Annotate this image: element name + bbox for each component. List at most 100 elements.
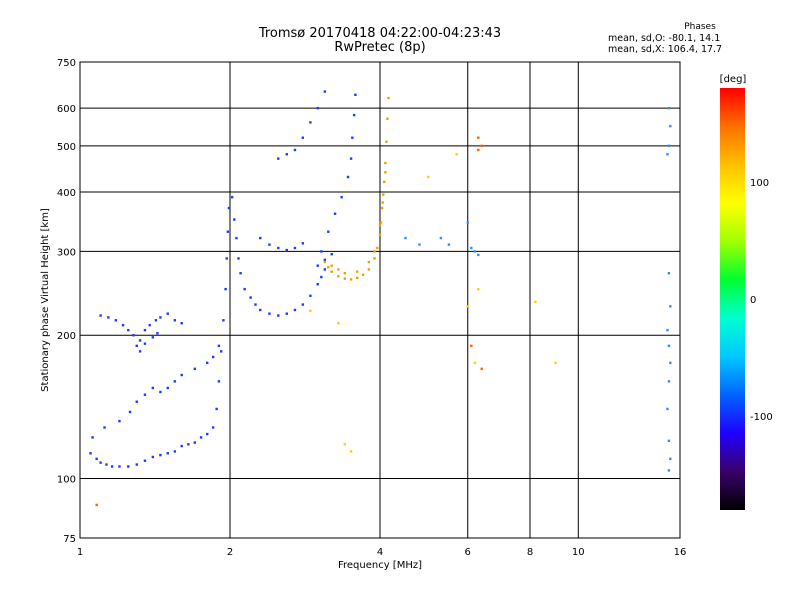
data-point bbox=[340, 195, 343, 199]
data-point bbox=[95, 457, 98, 461]
data-point bbox=[285, 153, 288, 156]
data-point bbox=[301, 303, 305, 306]
data-point bbox=[361, 273, 365, 276]
data-point bbox=[669, 305, 672, 308]
data-point bbox=[384, 161, 387, 165]
data-point bbox=[354, 93, 357, 96]
data-point bbox=[470, 344, 473, 348]
data-point bbox=[151, 455, 155, 459]
data-point bbox=[373, 250, 376, 253]
data-point bbox=[285, 248, 288, 252]
data-point bbox=[166, 312, 169, 315]
data-point bbox=[323, 90, 327, 93]
data-point bbox=[349, 157, 353, 160]
data-point bbox=[151, 336, 155, 339]
chart-subtitle: RwPretec (8p) bbox=[334, 40, 426, 55]
colorbar-tick-label: 100 bbox=[750, 178, 769, 189]
data-point bbox=[667, 272, 671, 275]
x-tick-label: 16 bbox=[674, 547, 687, 558]
data-point bbox=[309, 121, 312, 124]
data-point bbox=[309, 294, 312, 298]
data-point bbox=[477, 148, 480, 152]
data-point bbox=[127, 328, 130, 332]
data-point bbox=[333, 212, 337, 215]
data-point bbox=[667, 439, 671, 443]
data-point bbox=[138, 339, 142, 342]
data-point bbox=[205, 432, 209, 436]
data-point bbox=[382, 193, 385, 196]
data-point bbox=[337, 275, 340, 278]
data-point bbox=[143, 342, 147, 345]
data-point bbox=[323, 260, 327, 264]
data-point bbox=[473, 250, 477, 253]
data-point bbox=[667, 380, 671, 383]
x-tick-label: 10 bbox=[572, 547, 585, 558]
y-tick-label: 100 bbox=[57, 475, 76, 486]
data-point bbox=[386, 117, 389, 120]
data-point bbox=[316, 106, 319, 110]
x-axis-label: Frequency [MHz] bbox=[338, 560, 422, 571]
data-point bbox=[151, 386, 155, 390]
data-point bbox=[224, 287, 227, 291]
data-point bbox=[380, 206, 384, 210]
data-point bbox=[217, 380, 221, 383]
y-axis-ticks: 75 100 200 300 400 500 600 750 bbox=[57, 58, 76, 545]
data-point bbox=[669, 124, 672, 128]
data-point bbox=[667, 106, 671, 110]
data-point bbox=[222, 319, 225, 322]
data-point bbox=[227, 206, 231, 210]
data-point bbox=[355, 276, 359, 280]
data-point bbox=[154, 319, 158, 322]
data-point bbox=[327, 265, 330, 269]
data-point bbox=[103, 426, 106, 429]
data-point bbox=[381, 201, 384, 204]
data-point bbox=[320, 250, 323, 253]
data-point bbox=[554, 361, 557, 365]
data-point bbox=[367, 260, 371, 264]
data-point bbox=[301, 242, 305, 245]
data-point bbox=[239, 272, 242, 275]
data-point bbox=[534, 300, 537, 304]
data-point bbox=[156, 331, 159, 335]
data-point bbox=[159, 390, 162, 394]
data-point bbox=[387, 96, 390, 100]
data-point bbox=[180, 373, 183, 377]
data-point bbox=[293, 246, 297, 250]
data-point bbox=[180, 444, 183, 448]
data-point bbox=[225, 257, 228, 260]
data-point bbox=[666, 153, 669, 156]
data-point bbox=[110, 465, 114, 468]
data-point bbox=[301, 136, 305, 139]
data-points bbox=[89, 90, 672, 507]
data-point bbox=[193, 367, 197, 371]
colorbar-ticks: 100 0 -100 bbox=[750, 178, 773, 423]
data-point bbox=[477, 253, 480, 257]
data-point bbox=[127, 465, 130, 468]
data-point bbox=[173, 380, 177, 383]
data-point bbox=[143, 393, 147, 396]
data-point bbox=[376, 246, 379, 250]
data-point bbox=[159, 453, 162, 457]
data-point bbox=[173, 450, 177, 453]
data-point bbox=[418, 243, 421, 246]
data-point bbox=[211, 355, 215, 359]
data-point bbox=[107, 316, 110, 319]
data-point bbox=[293, 148, 297, 152]
data-point bbox=[143, 459, 147, 462]
data-point bbox=[330, 264, 333, 267]
data-point bbox=[259, 308, 262, 312]
data-point bbox=[346, 175, 350, 179]
data-point bbox=[277, 246, 280, 250]
data-point bbox=[118, 419, 121, 423]
y-axis-label: Stationary phase Virtual Height [km] bbox=[40, 208, 51, 392]
data-point bbox=[237, 257, 240, 260]
data-point bbox=[316, 264, 319, 267]
data-point bbox=[199, 436, 203, 439]
x-tick-label: 8 bbox=[527, 547, 533, 558]
data-point bbox=[404, 236, 407, 240]
data-point bbox=[367, 268, 371, 271]
y-tick-label: 300 bbox=[57, 247, 76, 258]
data-point bbox=[330, 270, 333, 273]
data-point bbox=[379, 221, 383, 224]
data-point bbox=[385, 140, 388, 143]
